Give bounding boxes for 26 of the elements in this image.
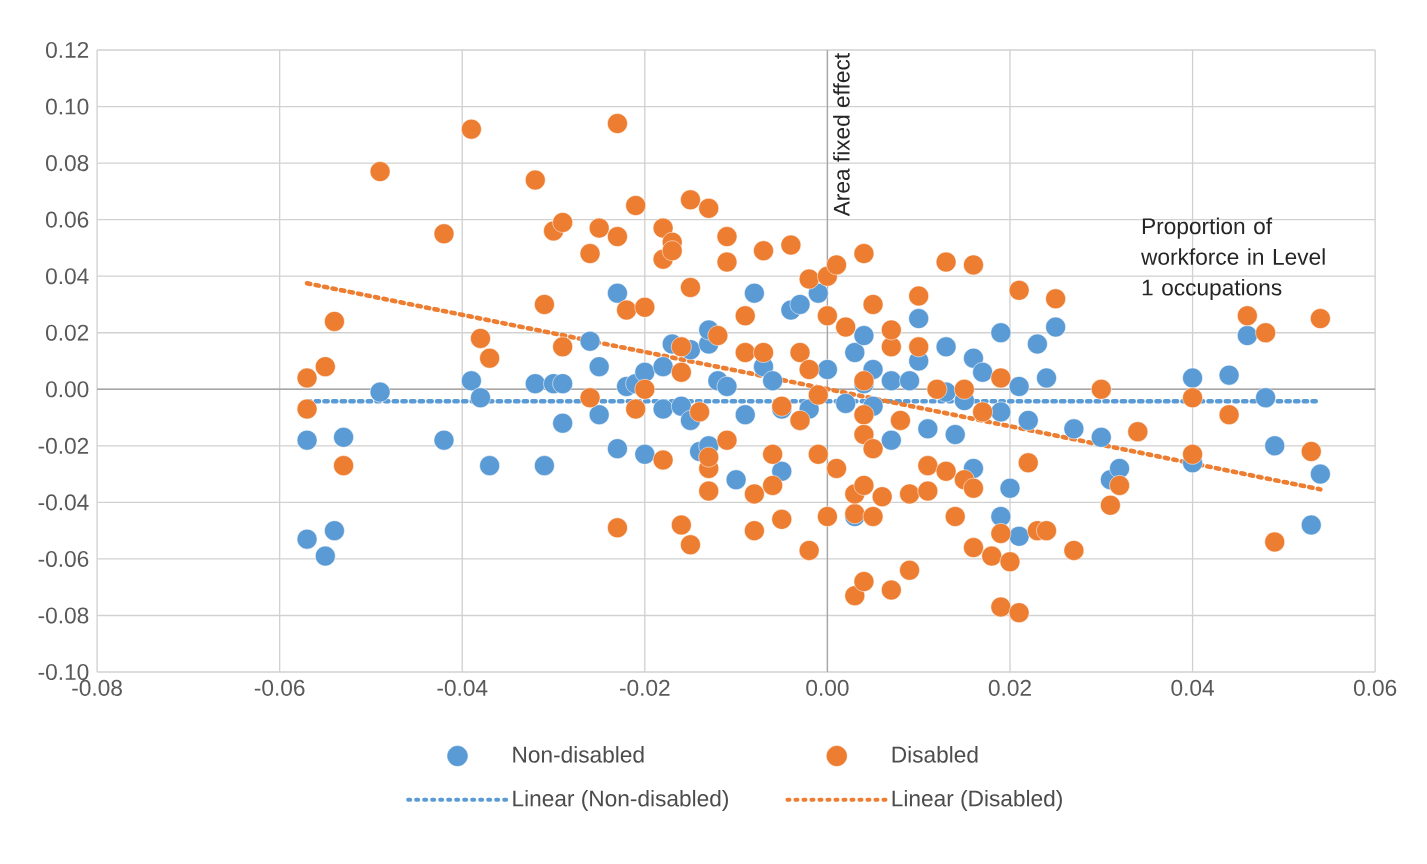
y-tick-label: 0.10	[46, 98, 89, 115]
x-tick-label: -0.02	[619, 679, 670, 696]
y-tick-label: 0.04	[46, 268, 89, 285]
x-tick-label: 0.06	[1353, 679, 1397, 696]
x-tick-label: -0.06	[254, 679, 305, 696]
x-axis-title: Proportion of workforce in Level 1 occupations	[1141, 217, 1325, 301]
y-axis-title: Area fixed effect	[833, 53, 850, 217]
y-tick-label: -0.06	[38, 550, 89, 567]
y-tick-label: 0.12	[46, 41, 89, 59]
x-tick-label: 0.02	[988, 679, 1031, 696]
y-tick-label: -0.02	[38, 437, 89, 454]
y-tick-label: 0.06	[46, 211, 89, 228]
y-tick-label: -0.04	[38, 494, 89, 511]
y-tick-label: -0.08	[38, 607, 89, 624]
y-tick-label: 0.02	[46, 324, 89, 341]
x-tick-label: 0.00	[806, 679, 849, 696]
y-tick-label: 0.08	[46, 155, 89, 172]
x-tick-label: 0.04	[1171, 679, 1214, 696]
legend-label: Non-disabled	[513, 746, 644, 763]
legend-label: Disabled	[892, 746, 978, 763]
x-tick-label: -0.04	[437, 679, 488, 696]
x-tick-label: -0.08	[72, 679, 122, 696]
legend-label: Linear (Non-disabled)	[513, 789, 728, 811]
y-tick-label: -0.10	[38, 663, 89, 681]
y-tick-label: 0.00	[46, 381, 89, 398]
legend-label: Linear (Disabled)	[892, 789, 1062, 811]
